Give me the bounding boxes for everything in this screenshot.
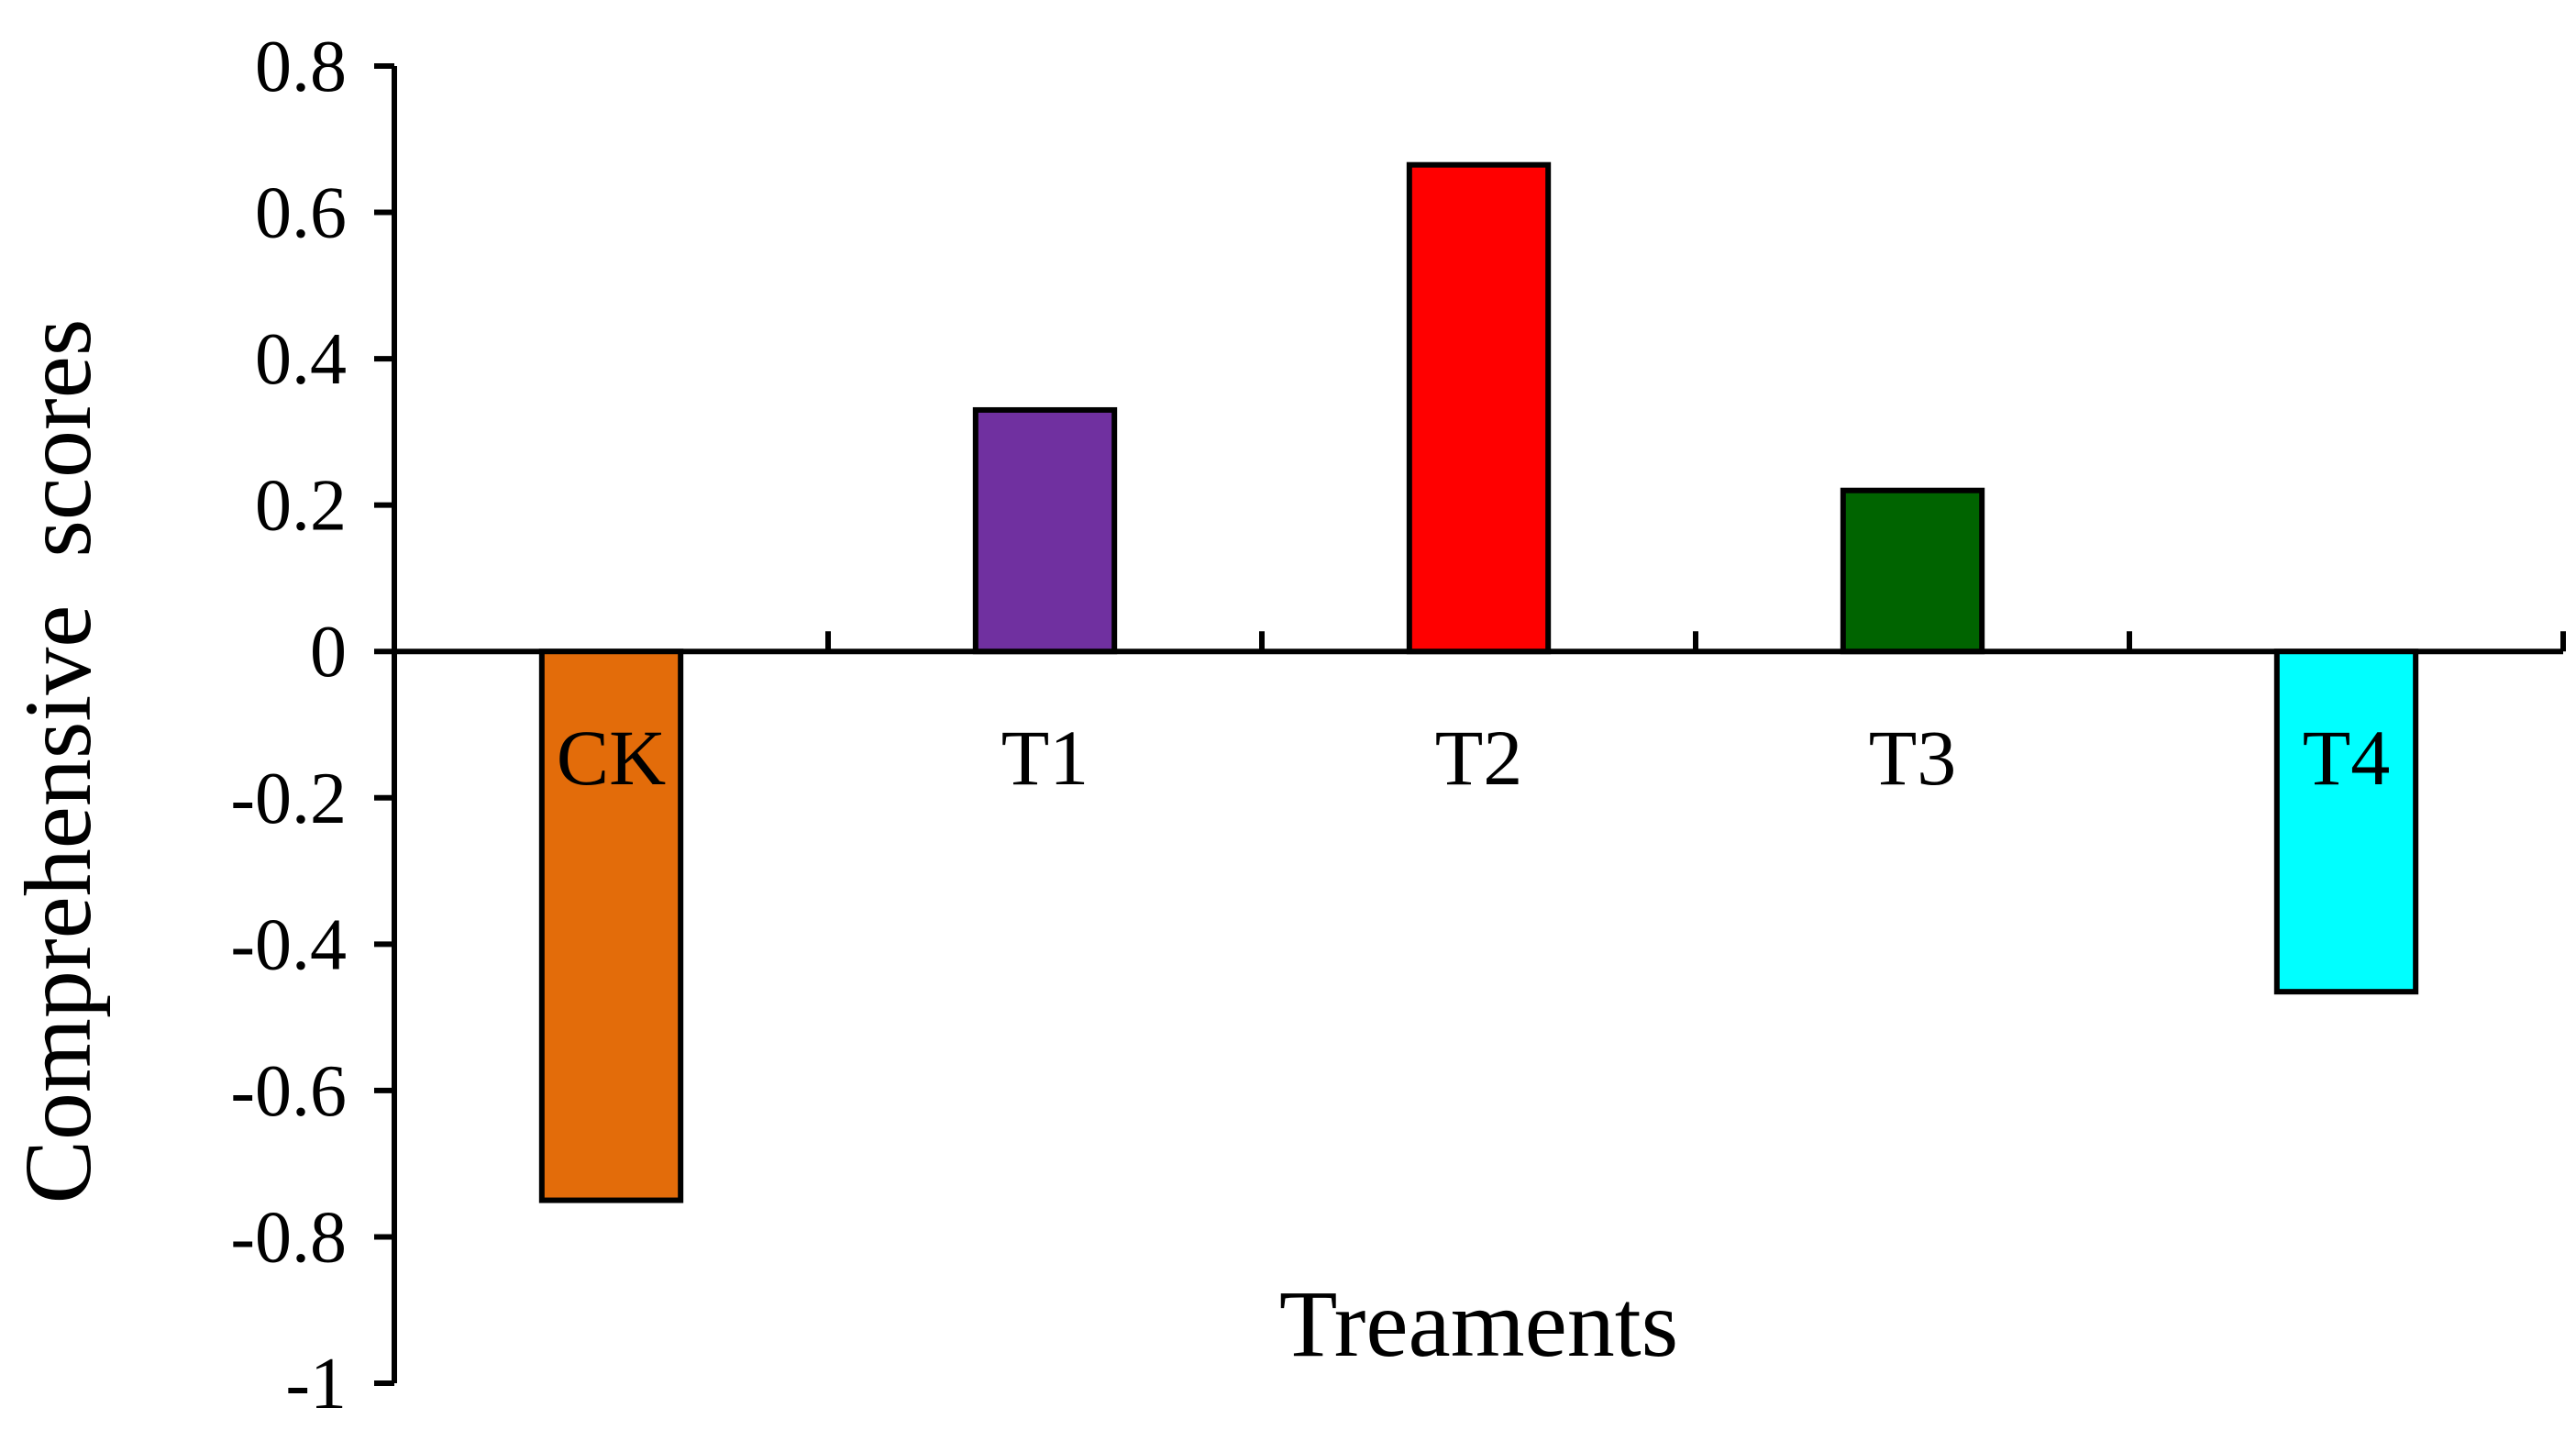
category-labels: CK T1 T2 T3 T4	[557, 714, 2391, 802]
category-label-t2: T2	[1435, 714, 1523, 802]
category-label-ck: CK	[557, 714, 666, 802]
y-axis-ticks: 0.8 0.6 0.4 0.2 0 -0.2 -0.4 -0.6 -0.8 -1	[230, 27, 394, 1424]
y-tick-label: -0.6	[230, 1051, 347, 1132]
bar-series	[538, 161, 2419, 1203]
y-tick-label: -0.2	[230, 759, 347, 839]
x-axis-ticks	[392, 631, 2566, 652]
y-tick-label: 0.6	[255, 173, 347, 254]
category-label-t1: T1	[1001, 714, 1089, 802]
y-axis-title: Comprehensive scores	[6, 319, 111, 1204]
y-tick-label: 0	[310, 612, 347, 693]
y-tick-label: -0.8	[230, 1197, 347, 1278]
x-axis-title: Treaments	[1279, 1271, 1678, 1377]
bar-t4	[2273, 648, 2419, 995]
y-tick-label: 0.8	[255, 27, 347, 107]
bar-ck	[538, 648, 684, 1203]
bar-t2	[1406, 161, 1552, 655]
y-tick-label: -1	[285, 1344, 347, 1424]
bar-t3	[1840, 487, 1985, 655]
category-label-t3: T3	[1869, 714, 1957, 802]
bar-t1	[972, 406, 1118, 655]
y-tick-label: 0.2	[255, 466, 347, 547]
category-label-t4: T4	[2303, 714, 2391, 802]
y-tick-label: -0.4	[230, 904, 347, 985]
y-tick-label: 0.4	[255, 319, 347, 400]
